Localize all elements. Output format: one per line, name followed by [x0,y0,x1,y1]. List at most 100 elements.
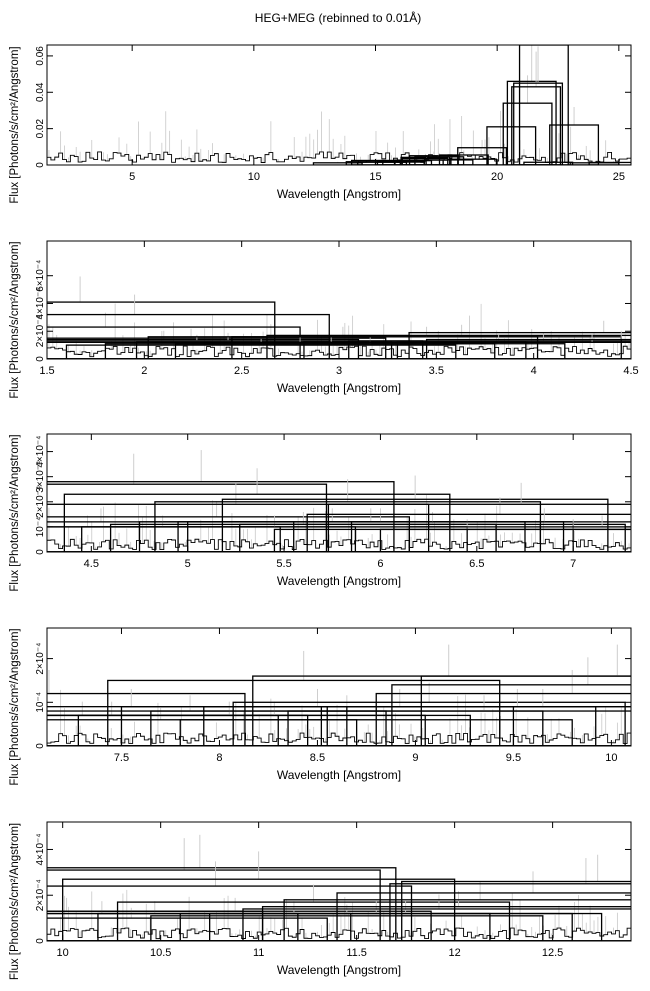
spectrum-bin [203,706,597,746]
x-tick-label: 3.5 [429,365,444,377]
spectrum-bin [47,337,387,359]
chart-panel-4: 7.5 8 8.5 9 9.5 10 0 10⁻⁴ 2×10⁻⁴ Wavelength [Angs… [9,627,632,786]
x-tick-label: 12.5 [542,947,563,959]
y-axis-label: Flux [Photons/s/cm²/Angstrom] [9,823,21,980]
y-tick-label: 2×10⁻⁴ [35,315,46,347]
y-tick-label: 0 [35,356,46,362]
y-axis-label: Flux [Photons/s/cm²/Angstrom] [9,434,21,591]
spectrum-bin [320,706,631,746]
y-tick-label: 6×10⁻⁴ [35,260,46,292]
panel-frame [46,821,632,942]
x-axis-label: Wavelength [Angstrom] [277,963,401,977]
spectrum-bin [273,528,631,552]
spectrum-bin [232,701,626,746]
noise-histogram [47,732,631,746]
spectrum-bin [518,45,569,165]
spectrum-bin [513,82,564,165]
spectrum-bin [549,124,600,165]
spectrum-bin [47,340,424,359]
spectrum-bin [408,331,631,359]
spectrum-bin [457,147,508,165]
chart-panel-3: 4.5 5 5.5 6 6.5 7 0 10⁻⁴2×10⁻⁴3×10⁻⁴4×10⁻⁴ Wavel… [9,433,632,592]
y-tick-label: 2×10⁻⁴ [35,486,46,518]
spectrum-bin [391,684,631,746]
x-tick-label: 25 [613,171,625,183]
x-tick-label: 7 [570,558,576,570]
spectrum-bin [116,901,511,941]
noise-histogram [47,927,631,941]
spectrum-bin [47,483,328,552]
figure-title: HEG+MEG (rebinned to 0.01Å) [255,10,421,25]
spectrum-bin [287,710,631,746]
spectrum-bin [239,523,626,552]
spectrum-bin [396,341,631,359]
x-tick-label: 10 [57,947,69,959]
spectrum-bin [348,340,631,359]
plot-area [47,644,631,746]
spectrum-bin [502,102,553,165]
spectrum-bin [346,706,631,746]
x-axis-label: Wavelength [Angstrom] [277,574,401,588]
x-tick-label: 5 [185,558,191,570]
chart-panel-5: 10 10.5 11 11.5 12 12.5 0 2×10⁻⁴ 4×10⁻⁴ Wavelengt… [9,821,632,980]
noise-histogram [47,538,631,552]
spectrum-bin [77,714,471,746]
y-tick-label: 10⁻⁴ [35,692,46,713]
x-tick-label: 8 [216,752,222,764]
x-tick-label: 10 [248,171,260,183]
x-tick-label: 20 [491,171,503,183]
spectrum-bin [47,910,432,941]
spectrum-bin [327,503,631,552]
y-tick-label: 0 [35,743,46,749]
x-tick-label: 11.5 [346,947,367,959]
spectrum-bin [63,493,451,552]
spectrum-bin [231,336,622,359]
y-tick-label: 4×10⁻⁴ [35,287,46,319]
x-tick-label: 10 [605,752,617,764]
x-tick-label: 5 [129,171,135,183]
y-tick-label: 2×10⁻⁴ [35,643,46,675]
spectrum-bin [420,675,631,746]
x-tick-label: 3 [336,365,342,377]
x-tick-label: 9 [412,752,418,764]
spectrum-bin [393,159,444,165]
y-tick-label: 4×10⁻⁴ [35,436,46,468]
x-tick-label: 9.5 [506,752,521,764]
y-axis-label: Flux [Photons/s/cm²/Angstrom] [9,628,21,785]
x-tick-label: 12 [448,947,460,959]
y-tick-label: 0 [35,938,46,944]
panel-frame [46,44,632,166]
y-tick-label: 0.04 [35,82,46,102]
x-tick-label: 7.5 [114,752,129,764]
spectrum-bin [47,710,387,746]
x-axis-label: Wavelength [Angstrom] [277,768,401,782]
x-tick-label: 8.5 [310,752,325,764]
spectrum-bin [107,679,501,746]
y-tick-label: 2×10⁻⁴ [35,879,46,911]
x-tick-label: 6 [377,558,383,570]
x-tick-label: 11 [253,947,264,959]
x-axis-label: Wavelength [Angstrom] [277,187,401,201]
spectrum-bin [47,301,276,359]
x-tick-label: 6.5 [469,558,484,570]
x-tick-label: 10.5 [150,947,171,959]
y-tick-label: 0 [35,162,46,168]
plot-area [47,834,631,941]
spectrum-bin [261,906,631,941]
plot-area [47,276,631,359]
y-tick-label: 0.02 [35,118,46,138]
x-tick-label: 1.5 [39,365,54,377]
spectrum-bin [447,158,498,165]
x-tick-label: 15 [369,171,381,183]
panel-frame [46,433,632,553]
spectrum-bin [47,503,430,552]
spectrum-bin [408,526,631,552]
spectrum-bin [109,523,497,552]
y-tick-label: 10⁻⁴ [35,517,46,538]
y-axis-label: Flux [Photons/s/cm²/Angstrom] [9,241,21,398]
x-tick-label: 4 [531,365,537,377]
y-tick-label: 0.06 [35,46,46,66]
noise-histogram [47,345,631,359]
x-axis-label: Wavelength [Angstrom] [277,381,401,395]
